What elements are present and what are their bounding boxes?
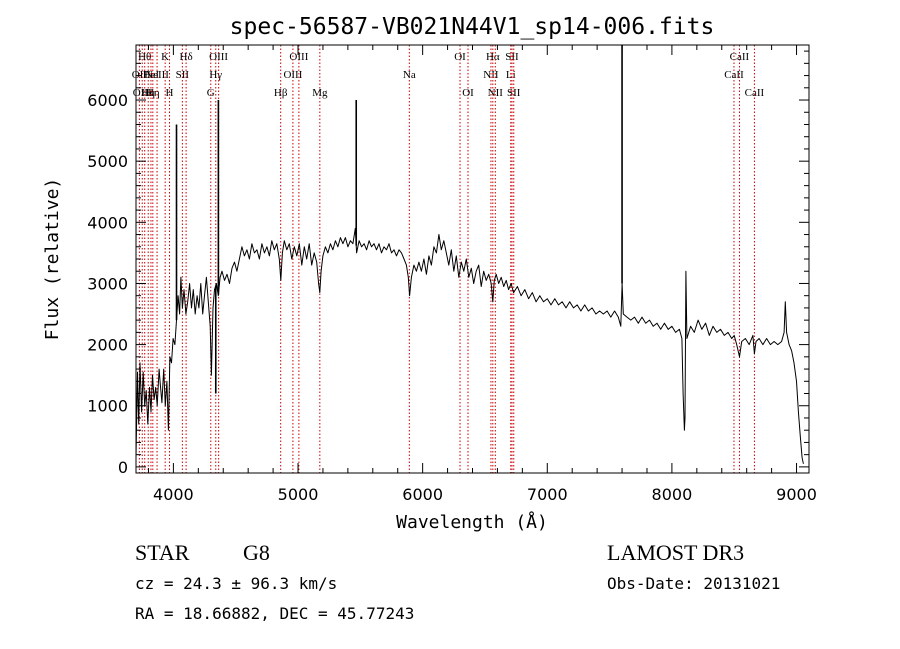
x-tick-label: 7000 bbox=[527, 485, 568, 504]
marker-label: CaII bbox=[745, 87, 765, 99]
marker-label: SII bbox=[505, 51, 519, 63]
marker-label: H bbox=[166, 87, 174, 99]
marker-label: OI bbox=[462, 87, 474, 99]
marker-label: NII bbox=[483, 69, 499, 81]
marker-label: Li bbox=[506, 69, 516, 81]
y-tick-label: 4000 bbox=[87, 213, 128, 232]
marker-label: Na bbox=[403, 69, 416, 81]
y-tick-label: 2000 bbox=[87, 336, 128, 355]
marker-label: Mg bbox=[312, 87, 328, 99]
x-tick-label: 8000 bbox=[652, 485, 693, 504]
object-class: STAR bbox=[135, 540, 190, 565]
marker-label: NII bbox=[488, 87, 504, 99]
marker-label: CaII bbox=[724, 69, 744, 81]
line-markers: OIIOIIIHθHηHeIHηNeIIIKHSIIHδGHγOIIIHβOII… bbox=[132, 45, 765, 473]
coordinates: RA = 18.66882, DEC = 45.77243 bbox=[135, 604, 415, 623]
marker-label: K bbox=[161, 51, 169, 63]
x-tick-label: 6000 bbox=[402, 485, 443, 504]
marker-label: Hγ bbox=[209, 69, 222, 81]
marker-label: HeI bbox=[143, 69, 160, 81]
redshift-value: cz = 24.3 ± 96.3 km/s bbox=[135, 574, 338, 593]
x-axis: 4000 5000 6000 7000 8000 9000 bbox=[147, 45, 817, 504]
y-tick-label: 0 bbox=[118, 458, 128, 477]
y-tick-label: 5000 bbox=[87, 152, 128, 171]
survey-name: LAMOST DR3 bbox=[607, 540, 745, 565]
marker-label: Hη bbox=[146, 87, 160, 99]
series-line bbox=[135, 227, 804, 464]
observation-date: Obs-Date: 20131021 bbox=[607, 574, 781, 593]
y-tick-label: 1000 bbox=[87, 397, 128, 416]
marker-label: CaII bbox=[730, 51, 750, 63]
chart-title: spec-56587-VB021N44V1_sp14-006.fits bbox=[230, 14, 715, 40]
marker-label: OIII bbox=[209, 51, 228, 63]
y-tick-label: 3000 bbox=[87, 274, 128, 293]
y-axis-label: Flux (relative) bbox=[42, 178, 63, 341]
marker-label: Hα bbox=[486, 51, 500, 63]
marker-label: OI bbox=[454, 51, 466, 63]
object-subclass: G8 bbox=[243, 540, 270, 565]
x-tick-label: 4000 bbox=[153, 485, 194, 504]
marker-label: SII bbox=[176, 69, 190, 81]
x-tick-label: 5000 bbox=[278, 485, 319, 504]
spectrum-series bbox=[135, 45, 804, 464]
marker-label: OIII bbox=[133, 87, 152, 99]
marker-label: NeIII bbox=[145, 69, 169, 81]
marker-label: SII bbox=[507, 87, 521, 99]
marker-label: OIII bbox=[283, 69, 302, 81]
marker-label: Hδ bbox=[180, 51, 193, 63]
y-axis: 0 1000 2000 3000 4000 5000 6000 bbox=[87, 50, 809, 477]
x-tick-label: 9000 bbox=[776, 485, 817, 504]
marker-label: Hη bbox=[141, 87, 155, 99]
marker-label: OIII bbox=[289, 51, 308, 63]
plot-frame bbox=[135, 44, 810, 474]
marker-label: Hθ bbox=[138, 51, 151, 63]
x-axis-label: Wavelength (Å) bbox=[396, 511, 548, 533]
y-tick-label: 6000 bbox=[87, 91, 128, 110]
marker-label: Hβ bbox=[274, 87, 288, 99]
marker-label: G bbox=[207, 87, 215, 99]
